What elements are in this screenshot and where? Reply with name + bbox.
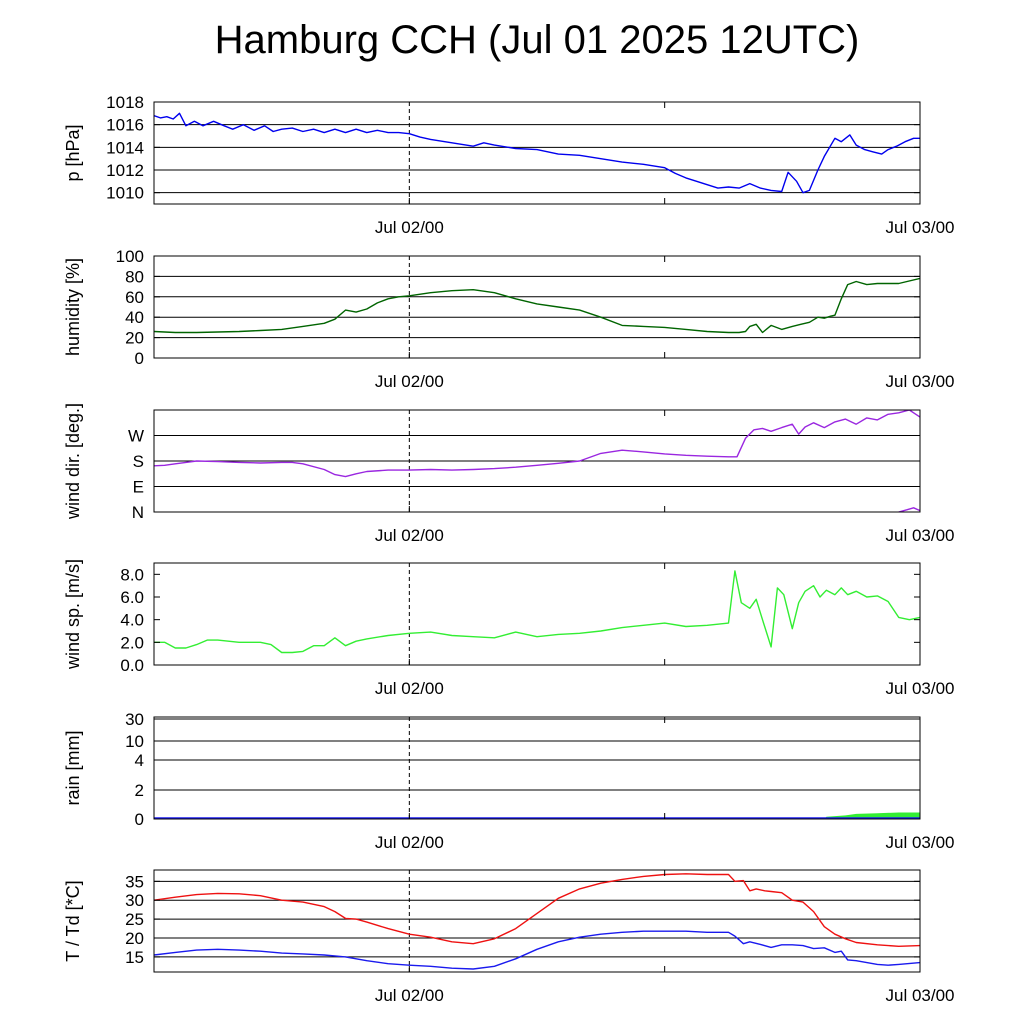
xtick-label-rain: Jul 03/00 (886, 833, 955, 852)
ytick-label-temperature: 30 (125, 891, 144, 910)
ytick-label-rain: 4 (135, 751, 144, 770)
xtick-label-pressure: Jul 02/00 (375, 218, 444, 237)
plot-frame-pressure (153, 101, 921, 205)
ylabel-temperature: T / Td [*C] (63, 880, 83, 961)
ytick-label-wind_speed: 2.0 (120, 633, 144, 652)
ytick-label-wind_speed: 6.0 (120, 588, 144, 607)
ytick-label-humidity: 80 (125, 267, 144, 286)
ytick-label-humidity: 40 (125, 308, 144, 327)
ytick-label-wind_speed: 0.0 (120, 656, 144, 675)
ytick-label-pressure: 1014 (106, 138, 144, 157)
series-line-wind_speed-0 (154, 570, 920, 654)
plot-frame-humidity (153, 255, 921, 359)
ytick-label-temperature: 35 (125, 872, 144, 891)
ylabel-wind_speed: wind sp. [m/s] (63, 559, 83, 670)
xtick-label-wind_speed: Jul 02/00 (375, 679, 444, 698)
ytick-label-wind_speed: 4.0 (120, 611, 144, 630)
ylabel-wind_dir: wind dir. [deg.] (63, 403, 83, 520)
ytick-label-temperature: 25 (125, 910, 144, 929)
xtick-label-temperature: Jul 02/00 (375, 986, 444, 1005)
xtick-label-wind_speed: Jul 03/00 (886, 679, 955, 698)
ylabel-rain: rain [mm] (63, 730, 83, 805)
xtick-label-humidity: Jul 03/00 (886, 372, 955, 391)
xtick-label-wind_dir: Jul 03/00 (886, 526, 955, 545)
ytick-label-temperature: 15 (125, 948, 144, 967)
ytick-label-pressure: 1012 (106, 161, 144, 180)
series-line-temperature-0 (154, 873, 920, 947)
xtick-label-wind_dir: Jul 02/00 (375, 526, 444, 545)
ylabel-pressure: p [hPa] (63, 124, 83, 181)
ytick-label-humidity: 60 (125, 288, 144, 307)
ytick-label-pressure: 1010 (106, 184, 144, 203)
series-line-wind_dir-0 (154, 410, 920, 478)
panel-rain: 0 2 410 30 Jul 02/00 Jul 03/00 rain [mm] (63, 710, 955, 852)
ytick-label-rain: 2 (135, 781, 144, 800)
xtick-label-rain: Jul 02/00 (375, 833, 444, 852)
ytick-label-rain: 30 (125, 710, 144, 729)
panel-wind_speed: 0.0 2.0 4.0 6.0 8.0 Jul 02/00 Jul 03/00 wind sp… (63, 559, 955, 698)
ytick-label-humidity: 0 (135, 349, 144, 368)
chart-title: Hamburg CCH (Jul 01 2025 12UTC) (214, 18, 860, 62)
ytick-label-humidity: 100 (116, 247, 144, 266)
ytick-label-pressure: 1016 (106, 116, 144, 135)
series-line-wind_dir-1 (898, 507, 920, 512)
ytick-label-wind_dir: E (133, 478, 144, 497)
series-line-pressure-0 (154, 112, 920, 194)
series-line-humidity-0 (154, 277, 920, 334)
xtick-label-pressure: Jul 03/00 (886, 218, 955, 237)
ytick-label-wind_dir: N (132, 503, 144, 522)
plot-frame-wind_speed (153, 562, 921, 666)
ytick-label-wind_speed: 8.0 (120, 565, 144, 584)
ytick-label-pressure: 1018 (106, 93, 144, 112)
ytick-label-humidity: 20 (125, 329, 144, 348)
plot-frame-rain (153, 716, 921, 820)
ytick-label-wind_dir: S (133, 452, 144, 471)
xtick-label-temperature: Jul 03/00 (886, 986, 955, 1005)
panel-pressure: 1010 1012 1014 1016 1018 Jul 02/00 Jul 03/00 p … (63, 93, 955, 237)
ytick-label-rain: 0 (135, 810, 144, 829)
ytick-label-temperature: 20 (125, 929, 144, 948)
series-line-temperature-1 (154, 930, 920, 970)
xtick-label-humidity: Jul 02/00 (375, 372, 444, 391)
ytick-label-wind_dir: W (128, 427, 144, 446)
ytick-label-rain: 10 (125, 732, 144, 751)
ylabel-humidity: humidity [%] (63, 258, 83, 356)
plot-frame-temperature (153, 869, 921, 973)
